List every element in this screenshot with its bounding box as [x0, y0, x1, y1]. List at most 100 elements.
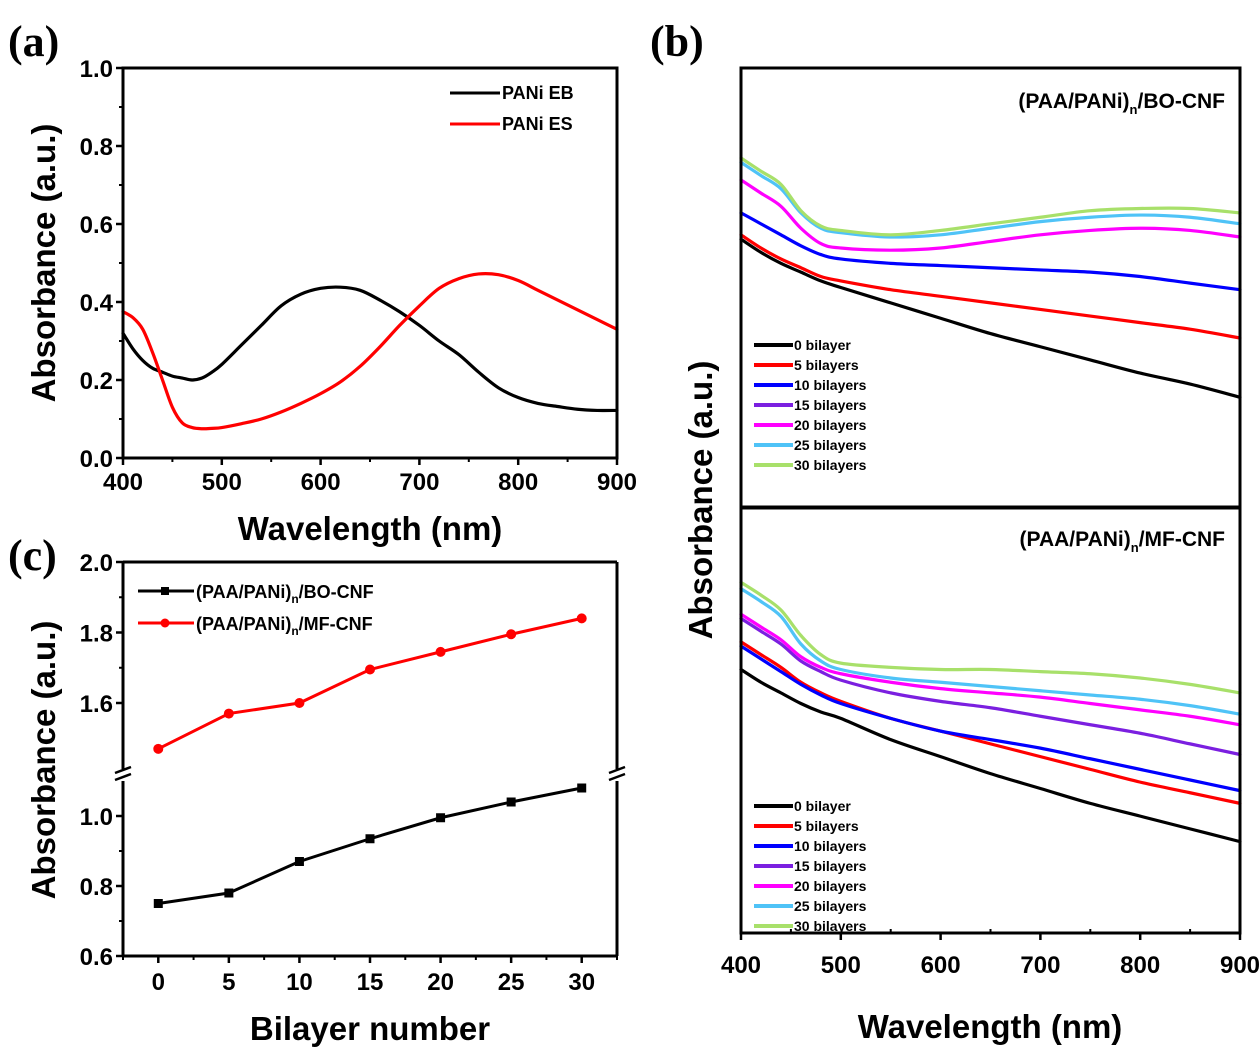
x-tick-label: 20 — [427, 969, 454, 996]
legend-label-30-bilayers: 30 bilayers — [794, 457, 867, 473]
legend-label-15-bilayers: 15 bilayers — [794, 397, 867, 413]
panel-b-top-legend: 0 bilayer 5 bilayers 10 bilayers 15 bilayer… — [754, 337, 867, 473]
data-point-square — [436, 813, 446, 823]
x-tick-label: 500 — [202, 469, 242, 496]
series-line-mf-cnf — [157, 616, 583, 751]
legend-label-5-bilayers: 5 bilayers — [794, 818, 859, 834]
panel-label-a: (a) — [8, 17, 59, 66]
x-tick-label: 400 — [721, 952, 761, 979]
panel-a-ticks: 400 500 600 700 800 900 0.0 0.2 0.4 0.6 0.8 1.0 — [80, 56, 637, 496]
panel-c-ylabel: Absorbance (a.u.) — [25, 621, 62, 900]
legend-label-25-bilayers: 25 bilayers — [794, 437, 867, 453]
legend-label-10-bilayers: 10 bilayers — [794, 838, 867, 854]
panel-label-b: (b) — [650, 17, 704, 66]
axis-break-mark — [114, 772, 132, 782]
x-tick-label: 30 — [568, 969, 595, 996]
panel-b-ticks: 400 500 600 700 800 900 — [721, 929, 1260, 979]
x-tick-label: 10 — [286, 969, 313, 996]
series-line-5-bilayers — [739, 233, 1242, 340]
panel-a-chart: 400 500 600 700 800 900 0.0 0.2 0.4 0.6 0.8 1.0 Wav… — [25, 56, 637, 547]
y-tick-label: 1.0 — [80, 804, 113, 831]
axis-break-mark — [114, 765, 132, 775]
panel-b-top-curves — [739, 156, 1242, 399]
y-tick-label: 1.8 — [80, 621, 113, 648]
x-tick-label: 25 — [498, 969, 525, 996]
legend-label-25-bilayers: 25 bilayers — [794, 898, 867, 914]
x-tick-label: 5 — [222, 969, 235, 996]
series-line-10-bilayers — [739, 211, 1242, 292]
series-line-pani-eb — [121, 285, 619, 413]
panel-b-chart: 400 500 600 700 800 900 (PAA/PANi)n/BO-CNF (P… — [682, 66, 1260, 1045]
panel-c-xlabel: Bilayer number — [250, 1010, 490, 1047]
x-tick-label: 800 — [498, 469, 538, 496]
panel-a-ylabel: Absorbance (a.u.) — [25, 124, 62, 403]
panel-c-curves — [153, 613, 587, 908]
x-tick-label: 500 — [821, 952, 861, 979]
series-line-0-bilayer — [739, 667, 1242, 844]
series-line-10-bilayers — [739, 644, 1242, 793]
panel-b-xlabel: Wavelength (nm) — [858, 1008, 1123, 1045]
x-tick-label: 400 — [103, 469, 143, 496]
series-line-bo-cnf — [158, 786, 583, 905]
legend-label-bo-cnf: (PAA/PANi)n/BO-CNF — [196, 582, 374, 606]
y-tick-label: 2.0 — [80, 550, 113, 577]
legend-label-0-bilayer: 0 bilayer — [794, 337, 851, 353]
legend-label-pani-es: PANi ES — [502, 114, 573, 134]
series-line-15-bilayers — [739, 616, 1242, 757]
legend-label-30-bilayers: 30 bilayers — [794, 918, 867, 934]
x-tick-label: 0 — [152, 969, 165, 996]
x-tick-label: 700 — [399, 469, 439, 496]
x-tick-label: 600 — [921, 952, 961, 979]
y-tick-label: 1.0 — [80, 56, 113, 83]
data-point-circle — [223, 708, 234, 719]
panel-b-ylabel: Absorbance (a.u.) — [682, 361, 719, 640]
data-point-square — [577, 783, 587, 793]
panel-c-ticks: 0 5 10 15 20 25 30 0.6 0.8 1.0 1.6 1.8 2.0 — [80, 550, 618, 996]
axis-break-mark — [608, 765, 626, 775]
series-line-25-bilayers — [739, 160, 1242, 239]
panel-a-curves — [121, 271, 619, 431]
legend-label-15-bilayers: 15 bilayers — [794, 858, 867, 874]
legend-marker-square — [161, 587, 169, 595]
data-point-circle — [365, 664, 375, 675]
data-point-circle — [576, 613, 587, 624]
x-tick-label: 800 — [1120, 952, 1160, 979]
data-point-square — [224, 888, 234, 898]
legend-label-pani-eb: PANi EB — [502, 83, 574, 103]
data-point-square — [294, 857, 304, 866]
panel-b-bottom-title: (PAA/PANi)n/MF-CNF — [1020, 528, 1226, 555]
data-point-circle — [435, 646, 446, 657]
series-line-25-bilayers — [739, 587, 1242, 716]
y-tick-label: 0.6 — [80, 944, 113, 971]
x-tick-label: 700 — [1020, 952, 1060, 979]
legend-label-20-bilayers: 20 bilayers — [794, 878, 867, 894]
series-line-20-bilayers — [739, 178, 1242, 252]
y-tick-label: 0.0 — [80, 446, 113, 473]
legend-label-20-bilayers: 20 bilayers — [794, 417, 867, 433]
data-point-square — [153, 899, 163, 908]
data-point-square — [506, 797, 516, 807]
data-point-circle — [153, 743, 164, 754]
series-line-0-bilayer — [739, 237, 1242, 399]
panel-a-xlabel: Wavelength (nm) — [238, 510, 503, 547]
y-tick-label: 0.8 — [80, 134, 113, 161]
y-tick-label: 1.6 — [80, 691, 113, 718]
data-point-square — [365, 834, 375, 844]
legend-label-0-bilayer: 0 bilayer — [794, 798, 851, 814]
x-tick-label: 15 — [357, 969, 384, 996]
data-point-circle — [506, 629, 517, 640]
panel-c-legend: (PAA/PANi)n/BO-CNF (PAA/PANi)n/MF-CNF — [138, 582, 374, 638]
axis-break-mark — [608, 772, 626, 782]
y-tick-label: 0.6 — [80, 212, 113, 239]
data-point-circle — [294, 698, 305, 708]
panel-a-legend: PANi EB PANi ES — [450, 83, 574, 134]
legend-marker-circle — [160, 618, 170, 628]
panel-b-bottom-curves — [739, 580, 1242, 844]
y-tick-label: 0.8 — [80, 874, 113, 901]
series-line-pani-es — [121, 271, 619, 431]
legend-label-mf-cnf: (PAA/PANi)n/MF-CNF — [196, 614, 373, 638]
y-tick-label: 0.4 — [80, 290, 114, 317]
series-line-20-bilayers — [739, 612, 1242, 727]
panel-b-bottom-legend: 0 bilayer 5 bilayers 10 bilayers 15 bilayer… — [754, 798, 867, 934]
